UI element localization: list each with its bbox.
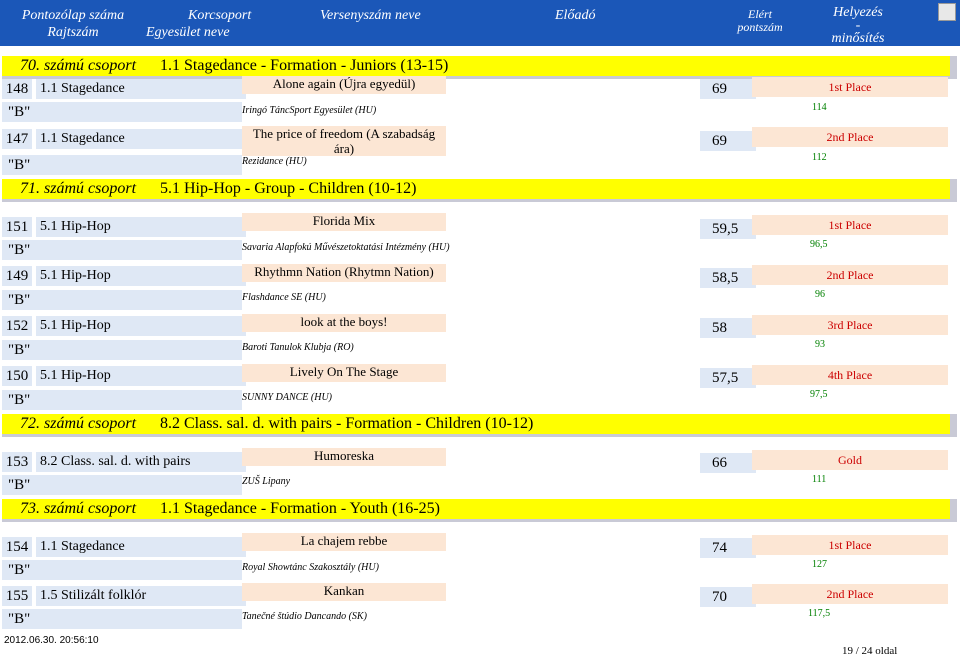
entry-number: 150 (2, 366, 32, 386)
entry-place: 4th Place (752, 365, 948, 385)
entry-number: 152 (2, 316, 32, 336)
entry-title: The price of freedom (A szabadság ára) (242, 126, 446, 156)
entry-class: "B" (2, 102, 242, 122)
entry-category: 5.1 Hip-Hop (36, 366, 246, 386)
group-number: 73. számú csoport (20, 500, 137, 517)
header-points-2: pontszám (737, 20, 783, 34)
entry-points: 74 (700, 538, 756, 558)
entry-category: 5.1 Hip-Hop (36, 266, 246, 286)
entry-category: 1.1 Stagedance (36, 537, 246, 557)
entry-number: 155 (2, 586, 32, 606)
entry-title: La chajem rebbe (242, 533, 446, 551)
header-start-no: Rajtszám (47, 25, 99, 40)
entry-title: look at the boys! (242, 314, 446, 332)
entry-qualification: 112 (812, 152, 827, 163)
entry-class: "B" (2, 240, 242, 260)
header-points-1: Elért (748, 7, 772, 21)
entry-place: 2nd Place (752, 265, 948, 285)
entry-title: Humoreska (242, 448, 446, 466)
group-title: 1.1 Stagedance - Formation - Juniors (13… (160, 57, 449, 74)
entry-club: Flashdance SE (HU) (242, 292, 326, 303)
entry-category: 1.1 Stagedance (36, 129, 246, 149)
header-sheet-no: Pontozólap száma (21, 8, 125, 23)
entry-class: "B" (2, 340, 242, 360)
page-number: 19 / 24 oldal (842, 645, 898, 657)
entry-qualification: 96 (815, 289, 825, 300)
entry-class: "B" (2, 290, 242, 310)
entry-club: SUNNY DANCE (HU) (242, 392, 333, 403)
entry-class: "B" (2, 390, 242, 410)
entry-title: Kankan (242, 583, 446, 601)
entry-title: Lively On The Stage (242, 364, 446, 382)
header-placement-3: minősítés (831, 31, 885, 46)
entry-points: 70 (700, 587, 756, 607)
entry-club: Baroti Tanulok Klubja (RO) (242, 342, 354, 353)
entry-number: 148 (2, 79, 32, 99)
group-number: 70. számú csoport (20, 57, 137, 74)
group-title: 8.2 Class. sal. d. with pairs - Formatio… (160, 415, 534, 432)
entry-points: 66 (700, 453, 756, 473)
corner-box (938, 3, 956, 21)
entry-category: 8.2 Class. sal. d. with pairs (36, 452, 246, 472)
entry-club: Rezidance (HU) (242, 156, 307, 167)
entry-club: Savaria Alapfokú Művészetoktatási Intézm… (242, 242, 450, 253)
entry-number: 154 (2, 537, 32, 557)
entry-number: 147 (2, 129, 32, 149)
entry-club: Tanečné štúdio Dancando (SK) (242, 611, 367, 622)
group-number: 71. számú csoport (20, 180, 137, 197)
entry-place: 1st Place (752, 77, 948, 97)
entry-points: 58,5 (700, 268, 756, 288)
entry-place: 1st Place (752, 535, 948, 555)
entry-qualification: 93 (815, 339, 825, 350)
entry-qualification: 96,5 (810, 239, 828, 250)
entry-place: 3rd Place (752, 315, 948, 335)
entry-qualification: 117,5 (808, 608, 831, 619)
group-header: 71. számú csoport 5.1 Hip-Hop - Group - … (2, 179, 957, 202)
entry-class: "B" (2, 609, 242, 629)
entry-points: 57,5 (700, 368, 756, 388)
group-title: 1.1 Stagedance - Formation - Youth (16-2… (160, 500, 440, 517)
entry-category: 1.1 Stagedance (36, 79, 246, 99)
entry-qualification: 127 (812, 559, 827, 570)
entry-category: 5.1 Hip-Hop (36, 217, 246, 237)
group-number: 72. számú csoport (20, 415, 137, 432)
entry-category: 5.1 Hip-Hop (36, 316, 246, 336)
entry-class: "B" (2, 560, 242, 580)
entry-points: 59,5 (700, 219, 756, 239)
entry-club: ZUŠ Lipany (242, 476, 291, 487)
entry-class: "B" (2, 475, 242, 495)
entry-place: Gold (752, 450, 948, 470)
group-header: 70. számú csoport 1.1 Stagedance - Forma… (2, 56, 957, 79)
entry-title: Rhythmn Nation (Rhytmn Nation) (242, 264, 446, 282)
entry-club: Iringó TáncSport Egyesület (HU) (242, 105, 377, 116)
entry-club: Royal Showtánc Szakosztály (HU) (242, 562, 379, 573)
group-title: 5.1 Hip-Hop - Group - Children (10-12) (160, 180, 417, 197)
entry-place: 2nd Place (752, 584, 948, 604)
header-event: Versenyszám neve (320, 8, 421, 23)
group-header: 72. számú csoport 8.2 Class. sal. d. wit… (2, 414, 957, 437)
header-age-group: Korcsoport (188, 8, 252, 23)
entry-place: 2nd Place (752, 127, 948, 147)
entry-points: 58 (700, 318, 756, 338)
header-placement-2: - (855, 18, 861, 33)
entry-category: 1.5 Stilizált folklór (36, 586, 246, 606)
header-performer: Előadó (555, 8, 596, 23)
entry-points: 69 (700, 79, 756, 99)
entry-class: "B" (2, 155, 242, 175)
entry-number: 149 (2, 266, 32, 286)
entry-place: 1st Place (752, 215, 948, 235)
entry-qualification: 111 (812, 474, 827, 485)
header-placement-1: Helyezés (833, 5, 883, 20)
header-club: Egyesület neve (146, 25, 230, 40)
entry-title: Alone again (Újra egyedül) (242, 76, 446, 94)
column-header-bar: Pontozólap száma Rajtszám Korcsoport Egy… (0, 0, 960, 46)
print-timestamp: 2012.06.30. 20:56:10 (4, 635, 99, 646)
entry-qualification: 114 (812, 102, 827, 113)
group-header: 73. számú csoport 1.1 Stagedance - Forma… (2, 499, 957, 522)
entry-qualification: 97,5 (810, 389, 828, 400)
entry-number: 153 (2, 452, 32, 472)
entry-points: 69 (700, 131, 756, 151)
entry-title: Florida Mix (242, 213, 446, 231)
entry-number: 151 (2, 217, 32, 237)
